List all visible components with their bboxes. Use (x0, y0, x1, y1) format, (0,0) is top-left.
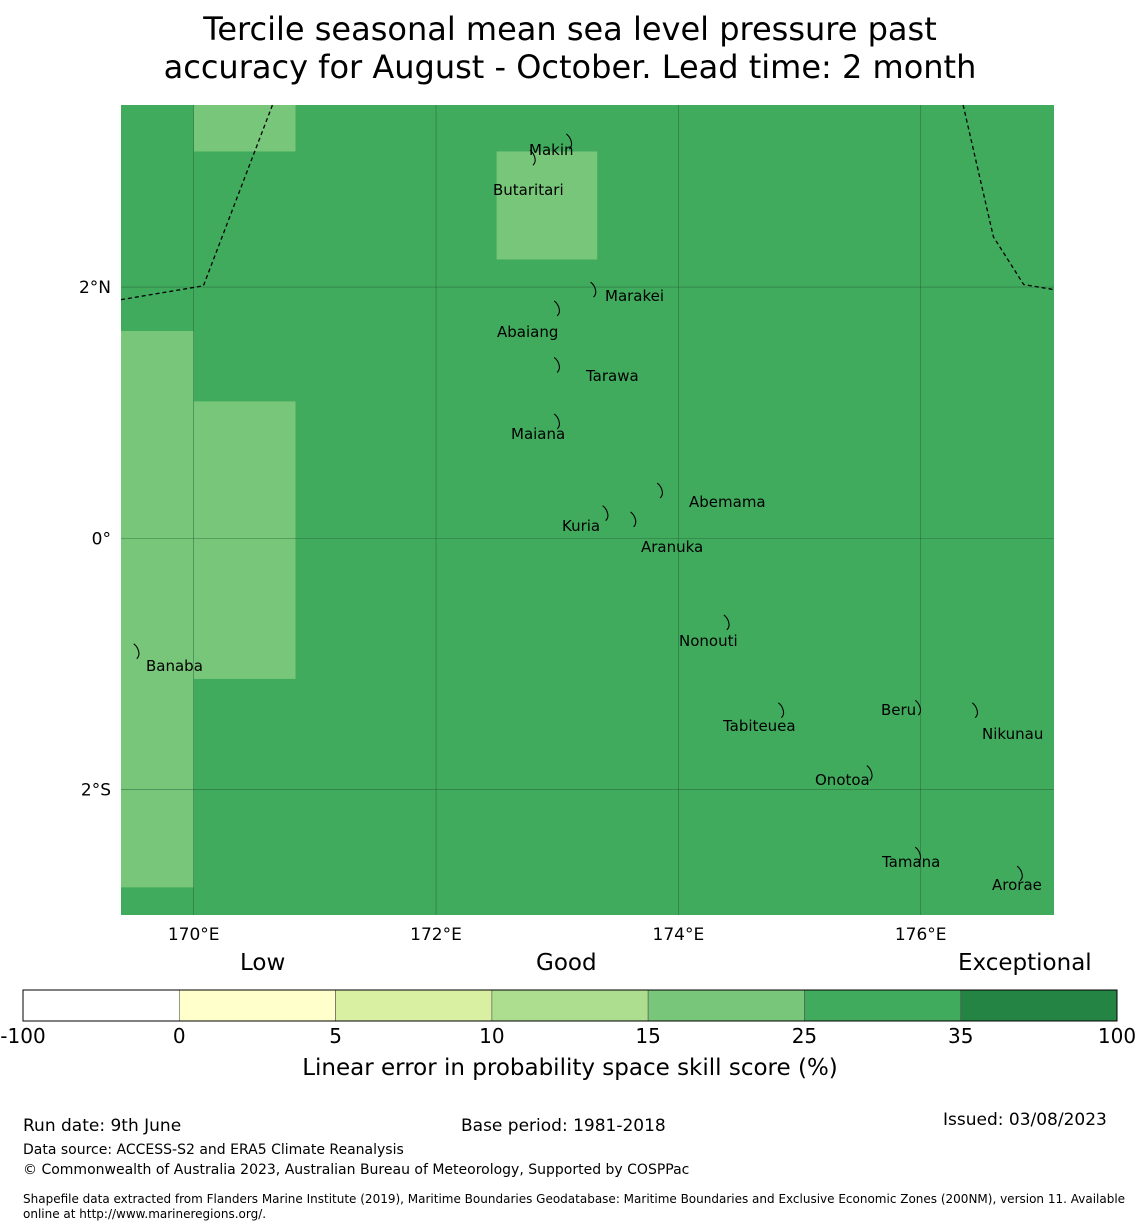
colorbar-segment (335, 989, 493, 1022)
island-label: Nonouti (679, 632, 738, 650)
colorbar-label: Linear error in probability space skill … (302, 1055, 838, 1081)
island-label: Tabiteuea (722, 717, 796, 735)
base-period: Base period: 1981-2018 (461, 1116, 666, 1136)
colorbar-tick-label: 100 (1097, 1024, 1137, 1048)
colorbar-segment (22, 989, 180, 1022)
skill-cell (496, 151, 598, 260)
chart-title: Tercile seasonal mean sea level pressure… (0, 10, 1140, 86)
colorbar-tick-label: -100 (0, 1024, 46, 1048)
colorbar (22, 989, 1118, 1022)
colorbar-tick-label: 35 (947, 1024, 974, 1048)
island-outline (630, 511, 637, 528)
x-tick-label: 176°E (895, 925, 947, 945)
eez-boundary (120, 104, 274, 301)
colorbar-segment (804, 989, 962, 1022)
island-outline (553, 413, 561, 430)
island-label: Butaritari (493, 181, 564, 199)
x-tick-label: 172°E (410, 925, 462, 945)
island-outline (914, 699, 922, 716)
island-outline (971, 702, 979, 719)
island-label: Makin (529, 141, 574, 159)
chart-title-line2: accuracy for August - October. Lead time… (163, 48, 977, 86)
island-outline (553, 357, 561, 373)
island-label: Tarawa (585, 367, 639, 385)
island-outline (553, 300, 561, 317)
island-outline (529, 149, 536, 166)
copyright: © Commonwealth of Australia 2023, Austra… (23, 1162, 690, 1178)
island-label: Beru (881, 701, 916, 719)
x-tick-label: 170°E (168, 925, 220, 945)
colorbar-tick-label: 10 (479, 1024, 505, 1048)
island-outline (656, 482, 663, 499)
skill-cell (193, 401, 296, 679)
colorbar-tick-label: 0 (172, 1024, 186, 1048)
eez-boundary (962, 104, 1055, 291)
island-label: Onotoa (815, 771, 870, 789)
y-tick-label: 2°S (81, 780, 111, 800)
island-label: Abaiang (497, 323, 558, 341)
skill-map: 170°E 172°E 174°E 176°E 2°N 0° 2°S Makin Butarit… (22, 104, 1118, 1022)
colorbar-tick-label: 5 (329, 1024, 342, 1048)
island-outline (602, 505, 609, 522)
island-outline (590, 281, 597, 298)
island-outline (866, 765, 873, 781)
island-label: Kuria (562, 517, 600, 535)
island-outline (133, 643, 140, 660)
island-label: Aranuka (641, 538, 703, 556)
island-label: Maiana (511, 425, 565, 443)
island-label: Marakei (605, 287, 664, 305)
island-label: Banaba (146, 657, 203, 675)
chart-title-line1: Tercile seasonal mean sea level pressure… (203, 10, 937, 48)
map-layer: 170°E 172°E 174°E 176°E 2°N 0° 2°S Makin Butarit… (79, 104, 1055, 945)
island-label: Abemama (689, 493, 766, 511)
island-label: Tamana (881, 853, 940, 871)
island-label: Arorae (992, 876, 1042, 894)
colorbar-frame (22, 989, 1118, 1022)
skill-cell (193, 105, 296, 152)
colorbar-category-exceptional: Exceptional (958, 950, 1092, 976)
island-outline (1016, 865, 1023, 882)
colorbar-segment (960, 989, 1118, 1022)
island-outline (778, 702, 785, 719)
y-tick-label: 2°N (79, 278, 111, 298)
colorbar-segment (178, 989, 336, 1022)
colorbar-segment (647, 989, 805, 1022)
island-outline (914, 846, 922, 863)
x-tick-label: 174°E (653, 925, 705, 945)
island-outline (565, 133, 573, 150)
colorbar-category-low: Low (240, 950, 286, 976)
colorbar-tick-label: 15 (635, 1024, 661, 1048)
run-date: Run date: 9th June (23, 1116, 182, 1136)
colorbar-segment (491, 989, 649, 1022)
colorbar-category-good: Good (536, 950, 597, 976)
colorbar-tick-label: 25 (791, 1024, 818, 1048)
shapefile-credit: Shapefile data extracted from Flanders M… (23, 1192, 1126, 1221)
island-outline (723, 614, 730, 631)
y-tick-label: 0° (92, 529, 111, 549)
skill-cell (121, 331, 194, 888)
issued-date: Issued: 03/08/2023 (943, 1110, 1107, 1130)
island-label: Nikunau (982, 725, 1043, 743)
data-source: Data source: ACCESS-S2 and ERA5 Climate … (23, 1142, 404, 1158)
